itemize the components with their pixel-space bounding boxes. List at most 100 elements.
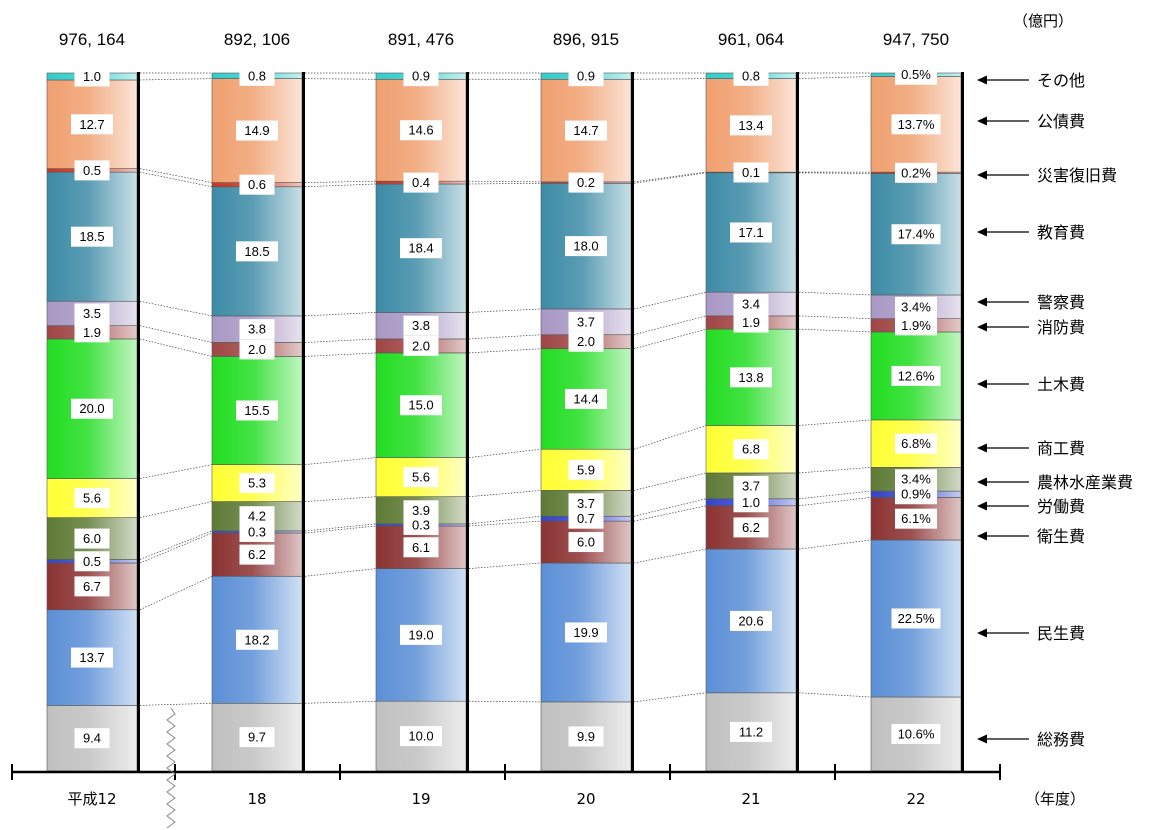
data-label: 19.0 xyxy=(400,624,442,645)
data-label: 0.1 xyxy=(733,162,769,183)
data-label-text: 3.4 xyxy=(742,297,760,312)
data-label-box xyxy=(895,508,937,529)
data-label-text: 2.0 xyxy=(248,342,266,357)
total-label: 976, 164 xyxy=(59,30,125,49)
x-tick-label: 22 xyxy=(906,790,925,808)
data-label-box xyxy=(400,395,442,416)
data-label-text: 0.5% xyxy=(901,67,931,82)
data-label: 6.1% xyxy=(895,508,937,529)
arrow-left-icon xyxy=(977,170,987,180)
data-label-text: 3.7 xyxy=(577,314,595,329)
data-label: 3.8 xyxy=(239,319,275,340)
data-label-text: 0.8 xyxy=(248,68,266,83)
data-label-text: 18.2 xyxy=(244,632,269,647)
arrow-left-icon xyxy=(977,734,987,744)
data-label-box xyxy=(730,721,772,742)
data-label-box xyxy=(239,174,275,195)
data-label-text: 5.6 xyxy=(83,491,101,506)
data-label: 14.4 xyxy=(565,388,607,409)
data-label-text: 0.5 xyxy=(83,554,101,569)
data-label-box xyxy=(891,114,941,135)
data-label-box xyxy=(239,521,275,542)
connector-line xyxy=(633,328,707,350)
data-label: 18.5 xyxy=(71,226,113,247)
legend-label: 公債費 xyxy=(1037,112,1085,131)
data-label-box xyxy=(565,622,607,643)
data-label-box xyxy=(891,608,941,629)
data-label-text: 3.5 xyxy=(83,306,101,321)
data-label-text: 14.9 xyxy=(244,123,269,138)
data-label-text: 2.0 xyxy=(577,334,595,349)
data-label: 0.5 xyxy=(74,160,110,181)
connector-line xyxy=(798,419,872,426)
data-label: 6.0 xyxy=(568,532,604,553)
data-label-text: 14.4 xyxy=(573,391,598,406)
connector-line xyxy=(633,315,707,336)
connector-line xyxy=(468,448,542,458)
unit-label: （億円） xyxy=(1013,12,1073,30)
connector-line xyxy=(468,515,542,525)
connector-line xyxy=(633,548,707,564)
connector-line xyxy=(798,172,872,174)
total-label: 891, 476 xyxy=(388,30,454,49)
data-label-text: 18.4 xyxy=(408,241,433,256)
connector-line xyxy=(798,328,872,333)
data-label-text: 19.0 xyxy=(408,627,433,642)
total-label: 896, 915 xyxy=(553,30,619,49)
data-label: 3.7 xyxy=(568,493,604,514)
data-label-box xyxy=(403,467,439,488)
data-label-text: 0.1 xyxy=(742,165,760,180)
data-label-text: 13.7 xyxy=(79,650,104,665)
data-label-box xyxy=(733,439,769,460)
data-label: 13.7 xyxy=(71,647,113,668)
connector-line xyxy=(633,291,707,310)
arrow-left-icon xyxy=(977,501,987,511)
arrow-left-icon xyxy=(977,443,987,453)
data-label: 0.5 xyxy=(74,551,110,572)
data-label-text: 5.6 xyxy=(412,470,430,485)
connector-line xyxy=(468,520,542,527)
data-label: 3.4 xyxy=(733,294,769,315)
data-label-text: 0.9% xyxy=(901,487,931,502)
data-label-text: 3.8 xyxy=(412,318,430,333)
data-label-box xyxy=(239,544,275,565)
data-label-box xyxy=(895,469,937,490)
data-label-text: 15.5 xyxy=(244,403,269,418)
data-label-text: 6.7 xyxy=(83,579,101,594)
connector-line xyxy=(304,496,377,502)
data-label-box xyxy=(568,532,604,553)
data-label-box xyxy=(403,500,439,521)
data-label-text: 10.0 xyxy=(408,729,433,744)
data-label-text: 0.8 xyxy=(742,68,760,83)
data-label-box xyxy=(568,331,604,352)
data-label: 0.7 xyxy=(568,508,604,529)
data-label: 0.4 xyxy=(403,172,439,193)
data-label-text: 9.7 xyxy=(248,730,266,745)
data-label: 18.2 xyxy=(236,629,278,650)
data-label: 3.7 xyxy=(568,311,604,332)
data-label-box xyxy=(733,65,769,86)
data-label: 2.0 xyxy=(568,331,604,352)
connector-line xyxy=(139,338,213,357)
data-label: 3.7 xyxy=(733,475,769,496)
data-label-text: 6.2 xyxy=(742,520,760,535)
data-label: 6.1 xyxy=(403,537,439,558)
data-label: 20.0 xyxy=(71,398,113,419)
legend-item: 衛生費 xyxy=(977,527,1085,546)
connector-line xyxy=(304,700,377,704)
data-label-box xyxy=(568,66,604,87)
data-label-box xyxy=(895,162,937,183)
connector-line xyxy=(304,338,377,343)
data-label: 0.9 xyxy=(568,66,604,87)
legend-label: 教育費 xyxy=(1037,223,1085,242)
data-label-box xyxy=(236,629,278,650)
data-label-box xyxy=(400,624,442,645)
connector-line xyxy=(633,498,707,517)
connector-line xyxy=(633,171,707,183)
data-label: 12.6% xyxy=(891,365,941,386)
data-label: 0.9% xyxy=(895,484,937,505)
data-label: 6.2 xyxy=(733,517,769,538)
data-label: 17.1 xyxy=(730,222,772,243)
